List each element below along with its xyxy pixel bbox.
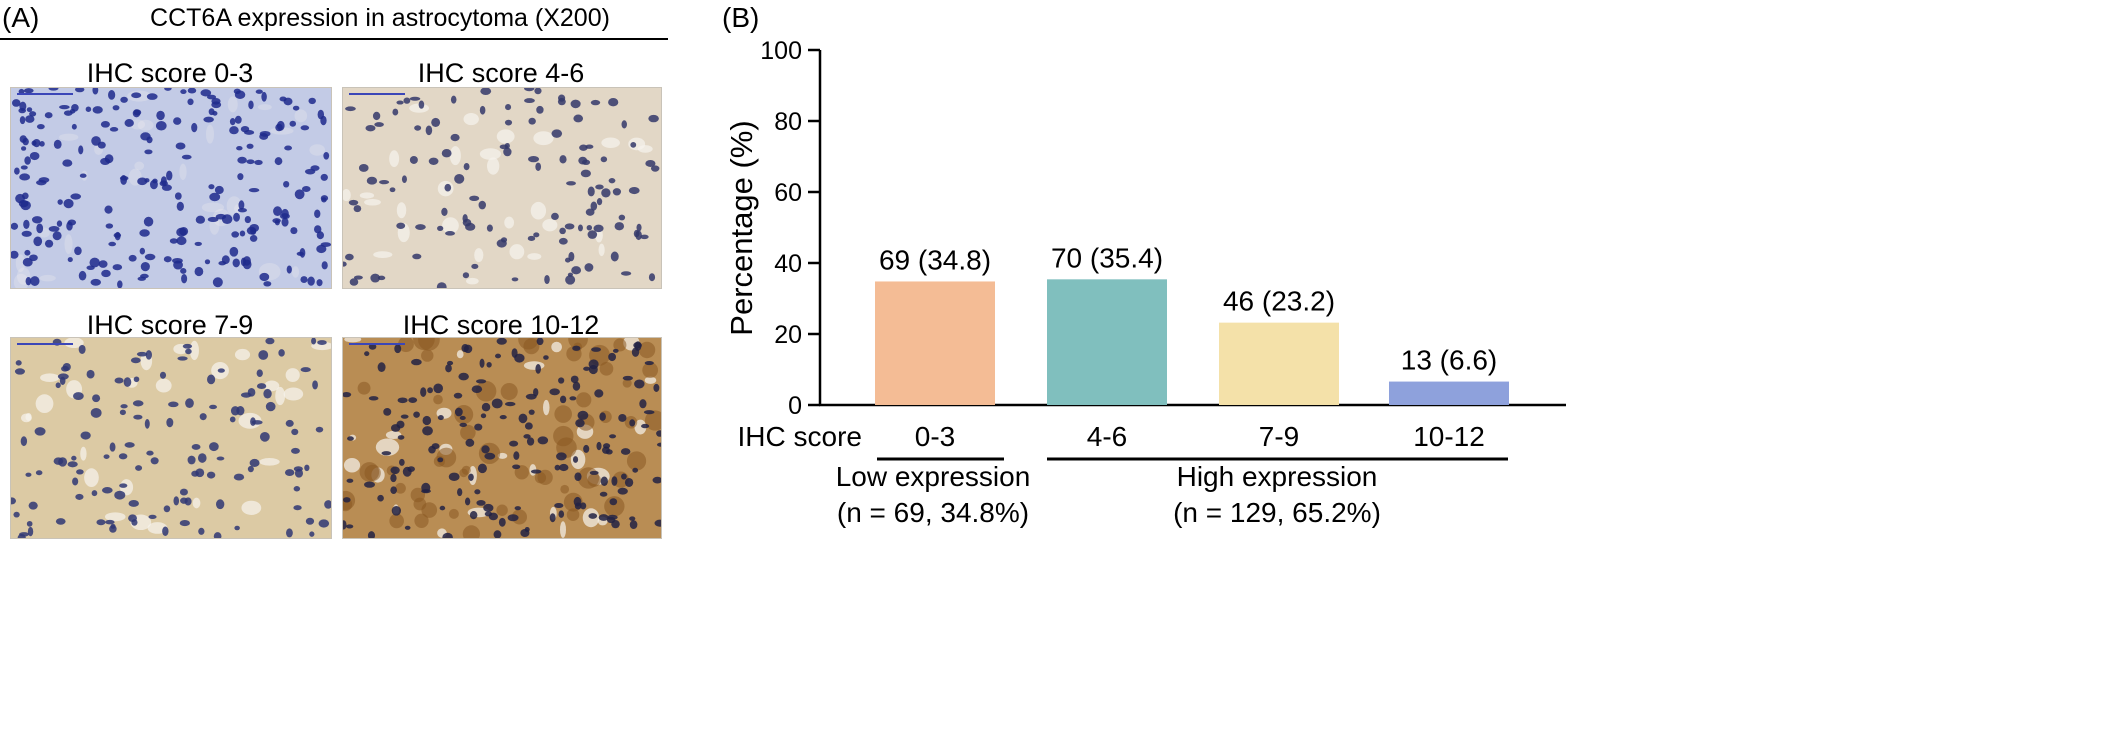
- micrograph-score-7-9: [10, 337, 332, 539]
- y-tick-label: 20: [774, 321, 802, 349]
- x-tick-label: 10-12: [1413, 421, 1485, 452]
- y-tick-label: 60: [774, 179, 802, 207]
- x-tick-label: 7-9: [1259, 421, 1299, 452]
- low-expression-label: Low expression: [836, 461, 1031, 492]
- micrograph-score-10-12: [342, 337, 662, 539]
- low-expression-count: (n = 69, 34.8%): [837, 497, 1029, 528]
- y-axis-label: Percentage (%): [724, 120, 759, 335]
- bar-7-9: [1219, 322, 1339, 405]
- bar-10-12: [1389, 381, 1509, 405]
- panel-a-title-rule: [0, 38, 668, 40]
- bar-data-label: 46 (23.2): [1223, 286, 1335, 317]
- image-label-10-12: IHC score 10-12: [402, 310, 600, 340]
- bar-data-label: 13 (6.6): [1401, 345, 1498, 376]
- x-axis-label: IHC score: [738, 421, 862, 452]
- x-tick-label: 4-6: [1087, 421, 1127, 452]
- micrograph-score-0-3: [10, 87, 332, 289]
- high-expression-count: (n = 129, 65.2%): [1173, 497, 1381, 528]
- micrograph-texture: [343, 88, 661, 288]
- micrograph-texture: [343, 338, 661, 538]
- image-label-4-6: IHC score 4-6: [417, 58, 585, 88]
- bar-0-3: [875, 281, 995, 405]
- bar-data-label: 70 (35.4): [1051, 242, 1163, 273]
- image-label-0-3: IHC score 0-3: [86, 58, 254, 88]
- panel-a-letter: (A): [2, 2, 40, 33]
- image-label-7-9: IHC score 7-9: [86, 310, 254, 340]
- y-tick-label: 100: [760, 37, 802, 65]
- panel-b-letter: (B): [722, 2, 760, 33]
- bar-4-6: [1047, 279, 1167, 405]
- y-tick-label: 80: [774, 108, 802, 136]
- high-expression-label: High expression: [1177, 461, 1378, 492]
- y-tick-label: 40: [774, 250, 802, 278]
- bar-data-label: 69 (34.8): [879, 244, 991, 275]
- panel-a-title: CCT6A expression in astrocytoma (X200): [150, 4, 610, 32]
- x-tick-label: 0-3: [915, 421, 955, 452]
- micrograph-texture: [11, 338, 331, 538]
- micrograph-texture: [11, 88, 331, 288]
- micrograph-score-4-6: [342, 87, 662, 289]
- y-tick-label: 0: [788, 392, 802, 420]
